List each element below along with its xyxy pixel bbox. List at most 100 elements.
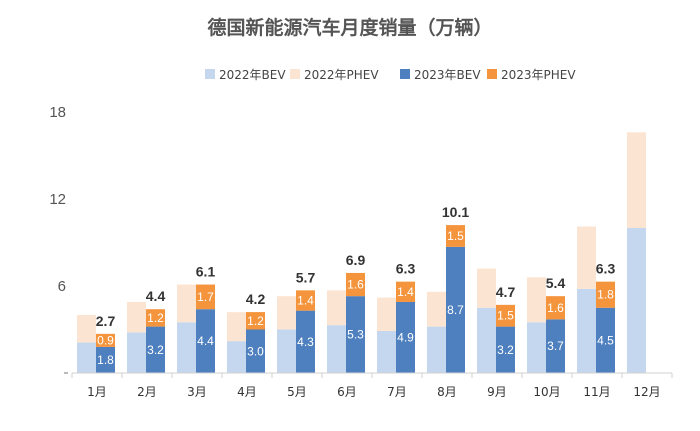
label-2023-total: 6.1 <box>196 264 216 280</box>
bar-2022-phev <box>127 301 146 333</box>
bar-2022-bev <box>277 329 296 373</box>
bar-2022-bev <box>627 228 646 373</box>
bar-2023-bev <box>596 307 615 373</box>
legend-label: 2023年PHEV <box>501 68 576 82</box>
bar-2023-bev <box>346 296 365 373</box>
bar-2023-bev <box>196 309 215 373</box>
bar-2023-phev <box>396 281 415 302</box>
y-tick-label: 12 <box>49 191 66 208</box>
x-tick-label: 1月 <box>87 385 107 399</box>
bars <box>77 132 646 373</box>
bar-2023-bev <box>246 329 265 373</box>
label-2023-total: 6.3 <box>396 261 416 277</box>
bar-2023-bev <box>546 319 565 373</box>
label-2023-phev: 1.8 <box>597 288 614 302</box>
x-tick-label: 12月 <box>633 385 660 399</box>
data-labels: 1.8 0.9 2.7 3.2 1.2 4.4 4.4 1.7 6.1 3.0 1.2 4.2 4.3 1… <box>96 204 616 367</box>
y-tick-label: 18 <box>49 104 66 121</box>
legend-swatch <box>290 69 300 79</box>
bar-2022-phev <box>527 277 546 323</box>
bar-2023-bev <box>396 301 415 373</box>
label-2023-phev: 1.4 <box>297 294 314 308</box>
label-2023-phev: 1.4 <box>397 285 414 299</box>
bar-2022-phev <box>577 226 596 289</box>
x-tick-label: 9月 <box>487 385 507 399</box>
label-2023-bev: 8.7 <box>447 303 464 317</box>
bar-2023-phev <box>246 312 265 330</box>
bar-2023-phev <box>446 225 465 247</box>
label-2023-phev: 1.7 <box>197 290 214 304</box>
bar-2022-phev <box>477 268 496 308</box>
bar-2023-bev <box>496 326 515 373</box>
label-2023-phev: 1.5 <box>497 309 514 323</box>
bar-2022-phev <box>427 291 446 327</box>
bar-2022-phev <box>277 296 296 330</box>
bar-2023-bev <box>446 246 465 373</box>
legend-swatch <box>400 69 410 79</box>
label-2023-bev: 3.7 <box>547 339 564 353</box>
bar-2022-phev <box>377 297 396 331</box>
chart-title: 德国新能源汽车月度销量（万辆） <box>207 16 492 39</box>
label-2023-bev: 5.3 <box>347 328 364 342</box>
bar-2022-bev <box>477 307 496 373</box>
bar-2022-bev <box>577 288 596 373</box>
bar-2022-phev <box>77 315 96 343</box>
bar-2023-phev <box>596 281 615 308</box>
label-2023-phev: 1.5 <box>447 229 464 243</box>
bar-2023-phev <box>546 296 565 320</box>
bar-2022-phev <box>177 284 196 323</box>
bar-2022-bev <box>77 342 96 373</box>
bar-2023-bev <box>146 326 165 373</box>
bar-2022-bev <box>377 330 396 373</box>
bar-2023-phev <box>196 284 215 310</box>
y-tick-label: 6 <box>58 278 66 295</box>
bar-2023-phev <box>346 272 365 297</box>
label-2023-total: 10.1 <box>442 204 469 220</box>
bar-2022-bev <box>127 332 146 373</box>
label-2023-phev: 1.6 <box>347 278 364 292</box>
bar-2023-phev <box>146 309 165 327</box>
label-2023-bev: 4.4 <box>197 334 214 348</box>
bar-2023-phev <box>96 333 115 347</box>
x-tick-label: 5月 <box>287 385 307 399</box>
legend-swatch <box>205 69 215 79</box>
x-tick-label: 7月 <box>387 385 407 399</box>
label-2023-total: 6.9 <box>346 252 366 268</box>
x-tick-label: 4月 <box>237 385 257 399</box>
label-2023-total: 4.7 <box>496 284 516 300</box>
label-2023-total: 2.7 <box>96 313 116 329</box>
bar-2022-bev <box>177 322 196 373</box>
x-tick-label: 8月 <box>437 385 457 399</box>
label-2023-bev: 4.3 <box>297 335 314 349</box>
bar-2023-phev <box>496 304 515 327</box>
label-2023-total: 4.2 <box>246 291 266 307</box>
label-2023-bev: 4.9 <box>397 330 414 344</box>
label-2023-total: 5.4 <box>546 275 566 291</box>
x-tick-label: 6月 <box>337 385 357 399</box>
legend-swatch <box>487 69 497 79</box>
label-2023-bev: 3.0 <box>247 344 264 358</box>
bar-2022-bev <box>227 341 246 373</box>
label-2023-phev: 1.2 <box>147 311 164 325</box>
bar-2022-phev <box>327 290 346 326</box>
bar-2023-bev <box>296 310 315 373</box>
bar-2022-bev <box>427 326 446 373</box>
label-2023-bev: 3.2 <box>147 343 164 357</box>
label-2023-bev: 3.2 <box>497 343 514 357</box>
legend: 2022年BEV 2022年PHEV 2023年BEV 2023年PHEV <box>205 68 576 82</box>
x-axis: 1月 2月 3月 4月 5月 6月 7月 8月 9月 10月 11月 12月 <box>71 372 673 399</box>
bar-2022-phev <box>227 312 246 342</box>
x-tick-label: 10月 <box>533 385 560 399</box>
label-2023-bev: 4.5 <box>597 333 614 347</box>
legend-label: 2022年BEV <box>219 68 286 82</box>
bar-2022-bev <box>527 322 546 373</box>
bar-2022-phev <box>627 132 646 228</box>
x-tick-label: 3月 <box>187 385 207 399</box>
legend-label: 2022年PHEV <box>304 68 379 82</box>
bar-2022-bev <box>327 325 346 373</box>
bar-2023-phev <box>296 290 315 311</box>
label-2023-total: 4.4 <box>146 288 166 304</box>
label-2023-total: 6.3 <box>596 261 616 277</box>
label-2023-phev: 1.6 <box>547 301 564 315</box>
